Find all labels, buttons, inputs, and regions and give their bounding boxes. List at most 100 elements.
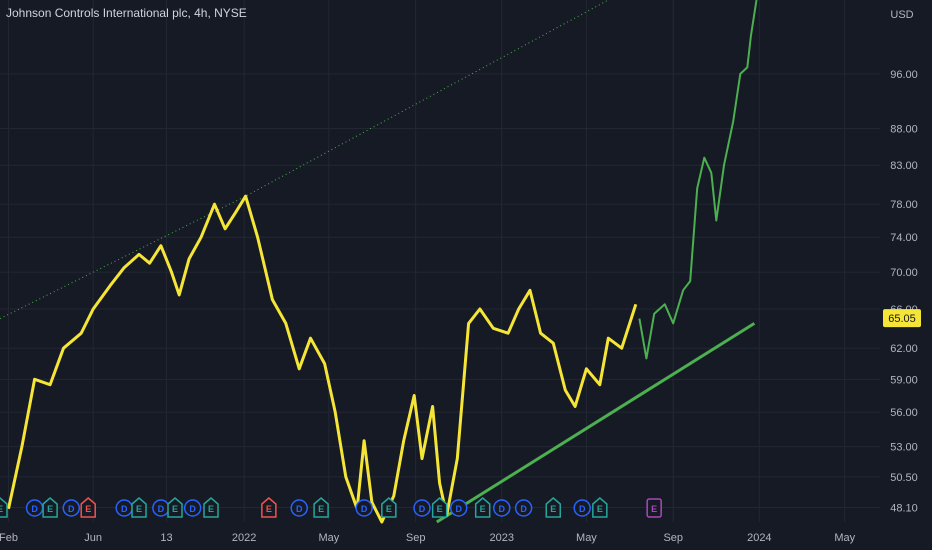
earnings-marker[interactable]: E <box>313 497 329 518</box>
earnings-marker[interactable]: E <box>131 497 147 518</box>
y-tick-label: 88.00 <box>890 123 918 135</box>
chart-title: Johnson Controls International plc, 4h, … <box>6 6 247 20</box>
earnings-marker-shape <box>131 497 147 518</box>
y-tick-label: 62.00 <box>890 343 918 355</box>
trendlines[interactable] <box>0 0 756 524</box>
earnings-marker[interactable]: E <box>203 497 219 518</box>
event-markers[interactable]: EDEDEDEDEDEEDEDEDEDEDDEDEE <box>0 497 662 518</box>
x-tick-label: May <box>834 532 855 544</box>
earnings-marker-shape <box>381 497 397 518</box>
dividend-marker[interactable]: D <box>62 499 81 517</box>
x-tick-label: 2023 <box>490 532 514 544</box>
event-marker-label: E <box>136 504 142 514</box>
y-tick-label: 59.00 <box>890 374 918 386</box>
event-marker-label: D <box>189 504 196 514</box>
earnings-marker[interactable]: E <box>646 498 662 518</box>
earnings-marker[interactable]: E <box>0 497 8 518</box>
dividend-marker-shape <box>62 499 81 517</box>
earnings-marker[interactable]: E <box>80 497 96 518</box>
x-tick-label: Sep <box>663 532 683 544</box>
currency-label: USD <box>890 9 913 21</box>
event-marker-label: D <box>296 504 303 514</box>
grid <box>0 0 880 522</box>
dividend-marker[interactable]: D <box>492 499 511 517</box>
earnings-marker[interactable]: E <box>42 497 58 518</box>
x-tick-label: 2022 <box>232 532 256 544</box>
earnings-marker-shape <box>0 497 8 518</box>
event-marker-label: E <box>437 504 443 514</box>
dividend-marker-shape <box>290 499 308 517</box>
dividend-marker-shape <box>413 499 431 517</box>
event-marker-label: D <box>498 504 505 514</box>
event-marker-label: E <box>386 504 392 514</box>
dividend-marker[interactable]: D <box>573 499 591 517</box>
dividend-marker-shape <box>573 499 591 517</box>
y-tick-label: 96.00 <box>890 69 918 81</box>
event-marker-label: E <box>172 504 178 514</box>
price-line-history <box>7 194 638 524</box>
dividend-marker[interactable]: D <box>183 499 202 517</box>
earnings-marker[interactable]: E <box>592 497 608 518</box>
dividend-marker-shape <box>492 499 511 517</box>
dividend-marker-shape <box>514 499 533 517</box>
earnings-marker-shape <box>646 498 662 518</box>
earnings-marker-shape <box>431 497 448 518</box>
earnings-marker[interactable]: E <box>431 497 448 518</box>
earnings-marker-shape <box>545 497 562 518</box>
y-tick-label: 48.10 <box>890 502 918 514</box>
event-marker-label: D <box>455 504 462 514</box>
event-marker-label: D <box>68 504 75 514</box>
y-tick-label: 56.00 <box>890 407 918 419</box>
earnings-marker-shape <box>474 497 491 518</box>
dividend-marker[interactable]: D <box>449 499 468 517</box>
dividend-marker-shape <box>355 499 373 517</box>
x-tick-label: May <box>318 532 339 544</box>
dividend-marker[interactable]: D <box>115 499 133 517</box>
y-tick-label: 83.00 <box>890 160 918 172</box>
event-marker-label: E <box>85 504 91 514</box>
x-tick-label: May <box>576 532 597 544</box>
earnings-marker[interactable]: E <box>545 497 562 518</box>
dividend-marker[interactable]: D <box>413 499 431 517</box>
y-tick-label: 78.00 <box>890 199 918 211</box>
dividend-marker[interactable]: D <box>25 499 44 517</box>
support-trendline <box>436 322 756 524</box>
event-marker-label: E <box>480 504 486 514</box>
x-tick-label: Feb <box>0 532 18 544</box>
event-marker-label: E <box>318 504 324 514</box>
event-marker-label: E <box>0 504 3 514</box>
x-tick-label: 2024 <box>747 532 771 544</box>
event-marker-label: E <box>597 504 603 514</box>
event-marker-label: E <box>208 504 214 514</box>
earnings-marker[interactable]: E <box>381 497 397 518</box>
y-tick-label: 50.50 <box>890 472 918 484</box>
dividend-marker[interactable]: D <box>355 499 373 517</box>
dividend-marker[interactable]: D <box>152 499 170 517</box>
event-marker-label: E <box>266 504 272 514</box>
price-line-projection <box>638 0 758 360</box>
y-tick-label: 53.00 <box>890 442 918 454</box>
event-marker-label: D <box>121 504 128 514</box>
resistance-trendline <box>0 0 609 320</box>
x-tick-label: Jun <box>84 532 102 544</box>
event-marker-label: D <box>361 504 368 514</box>
earnings-marker-shape <box>261 497 277 518</box>
current-price-label: 65.05 <box>888 313 916 325</box>
earnings-marker[interactable]: E <box>261 497 277 518</box>
earnings-marker[interactable]: E <box>167 497 183 518</box>
earnings-marker-shape <box>313 497 329 518</box>
earnings-marker[interactable]: E <box>474 497 491 518</box>
dividend-marker-shape <box>449 499 468 517</box>
earnings-marker-shape <box>203 497 219 518</box>
x-tick-label: Sep <box>406 532 426 544</box>
earnings-marker-shape <box>167 497 183 518</box>
event-marker-label: D <box>579 504 586 514</box>
axes: 48.1050.5053.0056.0059.0062.0066.0070.00… <box>0 9 921 544</box>
event-marker-label: E <box>651 504 657 514</box>
y-tick-label: 70.00 <box>890 267 918 279</box>
price-series[interactable] <box>7 0 758 524</box>
dividend-marker[interactable]: D <box>290 499 308 517</box>
dividend-marker[interactable]: D <box>514 499 533 517</box>
